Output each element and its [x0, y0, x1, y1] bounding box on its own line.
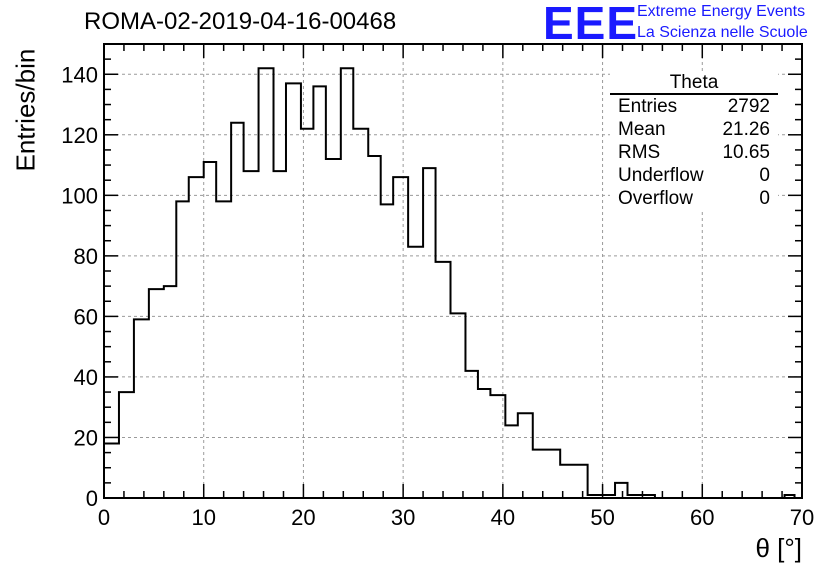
- stats-value: 0: [759, 188, 770, 209]
- stats-label: Entries: [618, 96, 678, 117]
- y-tick-label: 0: [86, 486, 98, 511]
- y-tick-label: 100: [61, 183, 98, 208]
- stats-row: Underflow 0: [610, 164, 778, 187]
- x-tick-label: 10: [191, 505, 215, 530]
- y-tick-label: 120: [61, 123, 98, 148]
- stats-box: Theta Entries 2792 Mean 21.26 RMS 10.65 …: [610, 72, 778, 210]
- stats-title: Theta: [610, 72, 778, 95]
- x-tick-label: 60: [690, 505, 714, 530]
- axis-ticks: [103, 43, 803, 499]
- stats-row: Overflow 0: [610, 187, 778, 210]
- x-tick-label: 70: [790, 505, 814, 530]
- stats-row: RMS 10.65: [610, 141, 778, 164]
- stats-label: Underflow: [618, 165, 704, 186]
- stats-value: 0: [759, 165, 770, 186]
- stats-label: Mean: [618, 119, 666, 140]
- logo-line-1: Extreme Energy Events: [637, 3, 806, 20]
- x-tick-label: 0: [98, 505, 110, 530]
- stats-value: 10.65: [722, 142, 770, 163]
- y-axis-label: Entries/bin: [10, 48, 41, 172]
- x-tick-label: 20: [291, 505, 315, 530]
- x-tick-label: 40: [491, 505, 515, 530]
- x-tick-label: 50: [590, 505, 614, 530]
- x-axis-label: θ [°]: [755, 533, 802, 563]
- stats-value: 21.26: [722, 119, 770, 140]
- stats-value: 2792: [727, 96, 770, 117]
- histogram-series: [103, 67, 796, 499]
- y-tick-label: 40: [74, 365, 98, 390]
- tick-labels: 0 10 20 30 40 50 60 70 0 20 40 60 80 100 120 140: [61, 62, 814, 530]
- chart-title: ROMA-02-2019-04-16-00468: [84, 8, 397, 35]
- y-tick-label: 20: [74, 425, 98, 450]
- stats-row: Mean 21.26: [610, 118, 778, 141]
- y-tick-label: 140: [61, 62, 98, 87]
- x-tick-label: 30: [391, 505, 415, 530]
- eee-logo: EEE: [543, 0, 639, 49]
- y-tick-label: 80: [74, 244, 98, 269]
- logo-line-2: La Scienza nelle Scuole: [637, 24, 808, 41]
- stats-label: Overflow: [618, 188, 693, 209]
- y-tick-label: 60: [74, 304, 98, 329]
- stats-row: Entries 2792: [610, 95, 778, 118]
- stats-label: RMS: [618, 142, 661, 163]
